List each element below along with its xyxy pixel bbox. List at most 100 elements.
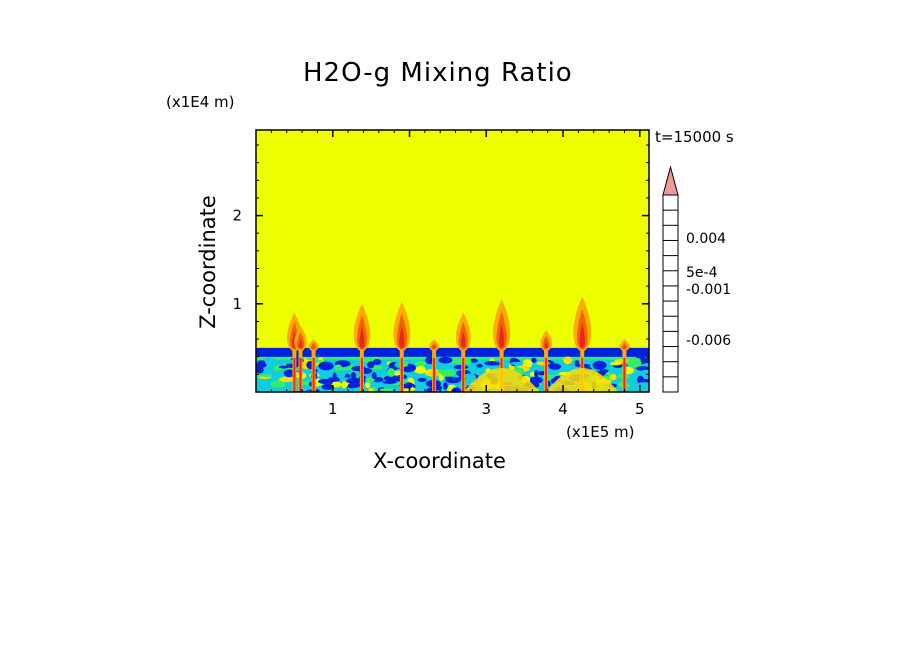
- plume-core: [623, 357, 626, 392]
- boundary-layer-cell: [279, 376, 295, 382]
- colorbar-label: -0.006: [686, 333, 731, 349]
- boundary-layer-cell: [509, 361, 525, 365]
- x-tick-label: 5: [635, 400, 645, 418]
- boundary-layer-cell: [302, 357, 307, 364]
- boundary-layer-cell: [502, 361, 509, 371]
- boundary-layer-cell: [635, 366, 649, 371]
- plume-core: [462, 357, 465, 392]
- boundary-layer-cell: [531, 357, 537, 363]
- boundary-layer-cell: [368, 387, 374, 392]
- colorbar-frame: [662, 194, 679, 393]
- boundary-layer-cell: [536, 364, 546, 374]
- boundary-layer-cell: [563, 356, 573, 365]
- boundary-layer-cell: [270, 381, 278, 388]
- x-axis-label: X-coordinate: [373, 449, 506, 473]
- boundary-layer-cell: [609, 373, 617, 381]
- plume-core-top: [399, 325, 405, 348]
- boundary-layer-cell: [415, 365, 426, 374]
- boundary-layer-cell: [278, 365, 290, 369]
- boundary-layer-cell: [463, 373, 476, 383]
- boundary-layer-cell: [321, 383, 335, 390]
- boundary-layer-cell: [445, 377, 461, 384]
- plume-core: [400, 357, 403, 392]
- plume-core: [299, 357, 302, 392]
- plume-core-top: [432, 345, 436, 349]
- boundary-layer-cell: [382, 380, 398, 384]
- boundary-layer-cell: [476, 363, 483, 368]
- boundary-layer-cell: [425, 356, 435, 365]
- boundary-layer-cell: [350, 372, 357, 379]
- colorbar-extension: [662, 165, 679, 196]
- boundary-layer-cell: [327, 377, 334, 385]
- plume-core-top: [312, 345, 316, 349]
- boundary-layer-cell: [469, 358, 478, 363]
- boundary-layer-cell: [347, 382, 356, 389]
- plume-core-top: [544, 340, 548, 348]
- colorbar: 0.004 5e-4-0.001 -0.006: [662, 165, 731, 393]
- boundary-layer-cell: [387, 368, 395, 377]
- plume-core-top: [499, 323, 505, 348]
- time-label: t=15000 s: [655, 128, 734, 146]
- boundary-layer-cell: [417, 377, 427, 382]
- x-tick-label: 4: [558, 400, 568, 418]
- plume-core-top: [359, 326, 365, 348]
- plume-core-top: [622, 345, 626, 349]
- boundary-layer-cell: [414, 360, 427, 367]
- boundary-layer-cell: [265, 358, 276, 364]
- plume-core: [545, 357, 548, 392]
- boundary-layer-cell: [451, 387, 461, 392]
- boundary-layer-cell: [379, 388, 395, 392]
- boundary-layer-cell: [372, 359, 382, 365]
- boundary-layer-cell: [366, 361, 375, 369]
- plume-core: [433, 357, 436, 392]
- boundary-layer-cell: [372, 365, 383, 370]
- axis-ticks: 1 2 3 4 5 1 2: [232, 130, 649, 418]
- boundary-layer-cell: [637, 382, 649, 386]
- boundary-layer-cell: [283, 369, 295, 378]
- boundary-layer-cell: [637, 375, 644, 385]
- boundary-layer-cell: [626, 358, 642, 368]
- boundary-layer-cell: [455, 357, 462, 365]
- boundary-layer-cell: [318, 361, 334, 371]
- plume-core: [312, 357, 315, 392]
- boundary-layer-top-band: [256, 347, 649, 357]
- boundary-layer-cell: [346, 377, 362, 384]
- boundary-layer-cell: [256, 365, 264, 375]
- boundary-layer-cell: [266, 363, 271, 371]
- boundary-layer-cell: [351, 365, 367, 372]
- x-unit-label: (x1E5 m): [566, 423, 635, 441]
- boundary-layer-cell: [609, 362, 622, 366]
- boundary-layer-cell: [632, 383, 639, 388]
- plume-core: [293, 357, 296, 392]
- boundary-layer-cell: [256, 373, 263, 378]
- boundary-layer-cell: [262, 374, 273, 378]
- colorbar-label: 5e-4: [686, 265, 718, 281]
- colorbar-label: -0.001: [686, 282, 731, 298]
- chart-title: H2O-g Mixing Ratio: [303, 58, 573, 88]
- x-tick-label: 3: [482, 400, 492, 418]
- boundary-layer-cell: [365, 382, 371, 388]
- x-tick-label: 2: [405, 400, 415, 418]
- plume-spread: [463, 367, 540, 392]
- boundary-layer-cell: [371, 372, 377, 380]
- plume-core-top: [579, 322, 585, 348]
- boundary-layer-cell: [534, 369, 539, 378]
- plot-frame: [255, 129, 650, 393]
- boundary-layer-cell: [440, 369, 456, 377]
- plume-core: [360, 357, 363, 392]
- y-unit-label: (x1E4 m): [166, 93, 235, 111]
- boundary-layer-cell: [453, 364, 469, 370]
- boundary-layer-cell: [332, 377, 340, 383]
- boundary-layer-cell: [592, 360, 607, 370]
- boundary-layer-cell: [361, 357, 374, 363]
- x-tick-label: 1: [328, 400, 338, 418]
- boundary-layer-cell: [438, 356, 453, 364]
- boundary-layer-cell: [465, 358, 472, 365]
- boundary-layer-cell: [484, 361, 498, 366]
- colorbar-label: 0.004: [686, 231, 726, 247]
- plume-core-top: [298, 338, 303, 348]
- boundary-layer-cell: [438, 369, 444, 374]
- boundary-layer-cell: [443, 382, 448, 390]
